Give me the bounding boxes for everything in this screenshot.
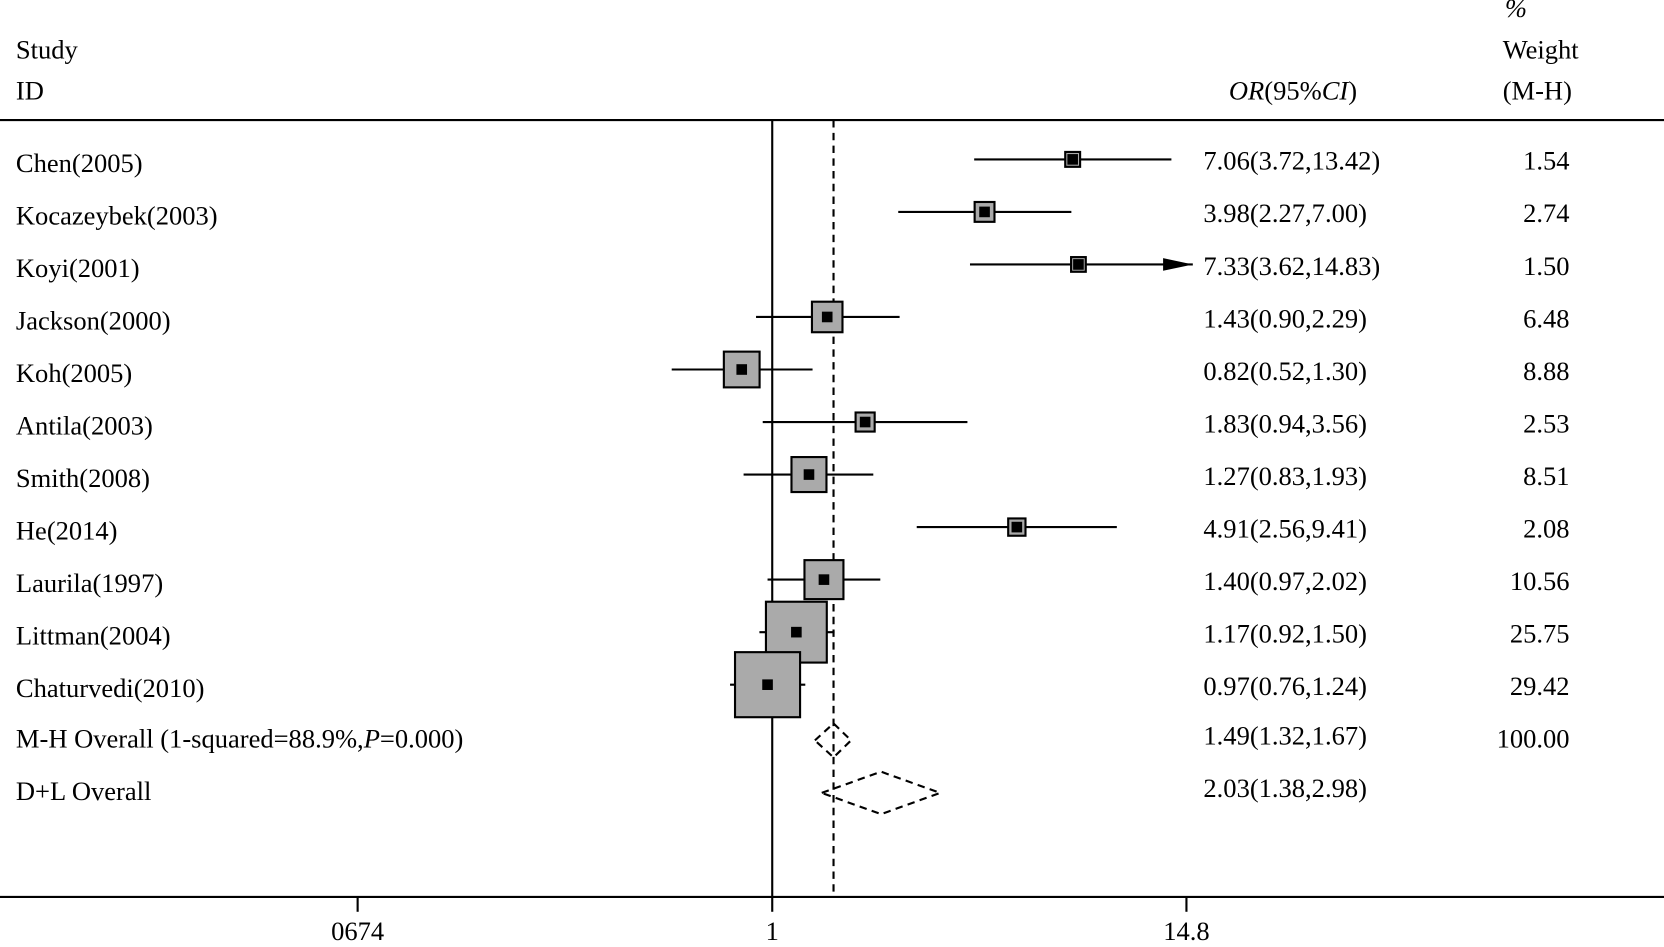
weight-label: 2.53	[1523, 408, 1569, 438]
point-estimate	[821, 311, 833, 323]
weight-label: 1.54	[1523, 146, 1569, 176]
ci-label: 7.33(3.62,14.83)	[1203, 251, 1380, 281]
header-or-part: CI	[1322, 76, 1350, 106]
point-estimate	[818, 574, 830, 585]
header-weight: Weight	[1503, 34, 1580, 64]
ci-arrow	[1163, 258, 1193, 271]
point-estimate	[979, 206, 990, 218]
ci-label: 1.83(0.94,3.56)	[1203, 408, 1366, 438]
study-label: Chen(2005)	[16, 148, 143, 178]
ci-label: 1.43(0.90,2.29)	[1203, 303, 1366, 333]
x-tick-label: 0674	[331, 916, 384, 946]
header-pct: %	[1505, 0, 1527, 23]
header-or-part: OR	[1229, 76, 1264, 106]
weight-label: 6.48	[1523, 303, 1569, 333]
overall-label-part: D+L Overall	[16, 776, 151, 806]
point-estimate	[762, 679, 773, 690]
header-or-part: (95%	[1264, 76, 1321, 106]
ci-label: 2.03(1.38,2.98)	[1203, 773, 1366, 803]
study-label: Koyi(2001)	[16, 253, 140, 283]
study-label: Antila(2003)	[16, 410, 153, 440]
study-label: Kocazeybek(2003)	[16, 200, 218, 230]
weight-label: 10.56	[1510, 566, 1570, 596]
study-label: Smith(2008)	[16, 463, 150, 493]
point-estimate	[859, 416, 871, 428]
header-or-part: )	[1348, 76, 1357, 106]
overall-label: M-H Overall (1-squared=88.9%,P=0.000)	[16, 724, 463, 754]
study-label: Chaturvedi(2010)	[16, 673, 205, 703]
header-or: OR(95%CI)	[1229, 76, 1357, 106]
point-estimate	[803, 469, 815, 480]
ci-label: 7.06(3.72,13.42)	[1203, 146, 1380, 176]
x-tick-label: 14.8	[1163, 916, 1209, 946]
header-method: (M-H)	[1503, 76, 1572, 106]
weight-label: 8.88	[1523, 356, 1569, 386]
overall-diamond	[818, 770, 944, 816]
study-label: Jackson(2000)	[16, 305, 171, 335]
study-label: Littman(2004)	[16, 621, 171, 651]
weight-label: 29.42	[1510, 671, 1570, 701]
overall-label-part: M-H Overall (1-squared=88.9%,	[16, 724, 364, 754]
overall-diamond	[813, 721, 853, 759]
ci-label: 1.17(0.92,1.50)	[1203, 618, 1366, 648]
header-study: Study	[16, 34, 79, 64]
ci-label: 1.27(0.83,1.93)	[1203, 461, 1366, 491]
point-estimate	[1067, 154, 1078, 165]
point-estimate	[736, 364, 748, 375]
point-estimate	[1011, 521, 1023, 533]
ci-label: 1.49(1.32,1.67)	[1203, 720, 1366, 750]
study-label: Koh(2005)	[16, 358, 132, 388]
ci-label: 0.97(0.76,1.24)	[1203, 671, 1366, 701]
weight-label: 8.51	[1523, 461, 1569, 491]
x-tick-label: 1	[766, 916, 779, 946]
weight-label: 25.75	[1510, 618, 1570, 648]
weight-label: 1.50	[1523, 251, 1569, 281]
study-label: Laurila(1997)	[16, 568, 163, 598]
ci-label: 4.91(2.56,9.41)	[1203, 513, 1366, 543]
weight-label: 100.00	[1497, 724, 1570, 754]
ci-label: 0.82(0.52,1.30)	[1203, 356, 1366, 386]
weight-label: 2.74	[1523, 198, 1569, 228]
overall-label-part: P	[363, 724, 380, 754]
ci-label: 3.98(2.27,7.00)	[1203, 198, 1366, 228]
weight-label: 2.08	[1523, 513, 1569, 543]
point-estimate	[1073, 259, 1084, 270]
study-label: He(2014)	[16, 516, 118, 546]
overall-label: D+L Overall	[16, 776, 151, 806]
ci-label: 1.40(0.97,2.02)	[1203, 566, 1366, 596]
overall-label-part: =0.000)	[380, 724, 463, 754]
header-id: ID	[16, 76, 44, 106]
point-estimate	[791, 626, 802, 638]
